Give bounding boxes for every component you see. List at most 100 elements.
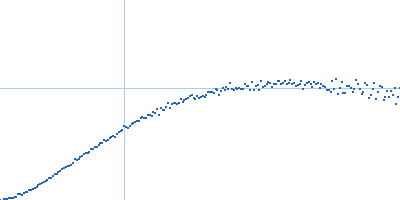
Point — [289, 82, 296, 85]
Point — [388, 90, 394, 93]
Point — [355, 83, 361, 86]
Point — [44, 179, 51, 182]
Point — [284, 82, 290, 86]
Point — [307, 82, 314, 86]
Point — [368, 93, 374, 96]
Point — [377, 84, 383, 88]
Point — [75, 157, 82, 161]
Point — [0, 198, 7, 200]
Point — [170, 101, 177, 105]
Point — [59, 168, 65, 171]
Point — [340, 91, 346, 94]
Point — [54, 172, 60, 175]
Point — [10, 196, 16, 199]
Point — [349, 90, 356, 94]
Point — [324, 89, 330, 92]
Point — [296, 82, 303, 86]
Point — [291, 82, 297, 85]
Point — [72, 157, 78, 160]
Point — [35, 183, 42, 186]
Point — [236, 86, 242, 90]
Point — [132, 120, 138, 123]
Point — [97, 141, 104, 145]
Point — [74, 158, 80, 161]
Point — [357, 88, 363, 91]
Point — [366, 97, 372, 100]
Point — [68, 163, 74, 167]
Point — [168, 102, 175, 106]
Point — [210, 92, 217, 95]
Point — [338, 80, 345, 84]
Point — [0, 198, 3, 200]
Point — [243, 85, 250, 88]
Point — [247, 88, 254, 92]
Point — [156, 114, 162, 117]
Point — [344, 85, 350, 88]
Point — [212, 88, 219, 91]
Point — [274, 80, 281, 83]
Point — [114, 132, 120, 136]
Point — [55, 171, 62, 174]
Point — [26, 188, 32, 191]
Point — [240, 88, 246, 91]
Point — [245, 84, 252, 87]
Point — [238, 87, 244, 90]
Point — [66, 164, 73, 167]
Point — [331, 87, 338, 90]
Point — [207, 90, 213, 93]
Point — [395, 96, 400, 99]
Point — [326, 89, 332, 92]
Point — [318, 83, 325, 86]
Point — [4, 197, 10, 200]
Point — [64, 164, 71, 167]
Point — [163, 105, 170, 109]
Point — [242, 83, 248, 86]
Point — [39, 182, 45, 185]
Point — [12, 195, 18, 199]
Point — [148, 114, 155, 117]
Point — [41, 181, 47, 184]
Point — [276, 79, 283, 82]
Point — [230, 88, 237, 92]
Point — [280, 82, 286, 85]
Point — [222, 89, 228, 92]
Point — [260, 85, 266, 88]
Point — [19, 194, 25, 197]
Point — [329, 80, 336, 83]
Point — [145, 113, 151, 117]
Point — [13, 195, 20, 198]
Point — [52, 173, 58, 176]
Point — [192, 97, 199, 101]
Point — [375, 90, 381, 93]
Point — [342, 91, 348, 94]
Point — [185, 96, 191, 99]
Point — [30, 188, 36, 191]
Point — [360, 90, 367, 93]
Point — [384, 90, 390, 93]
Point — [99, 141, 106, 145]
Point — [0, 199, 5, 200]
Point — [272, 83, 279, 86]
Point — [28, 188, 34, 191]
Point — [322, 86, 328, 89]
Point — [218, 89, 224, 93]
Point — [282, 80, 288, 83]
Point — [285, 82, 292, 85]
Point — [33, 185, 40, 189]
Point — [32, 186, 38, 189]
Point — [159, 108, 166, 112]
Point — [150, 111, 157, 114]
Point — [77, 155, 84, 158]
Point — [267, 81, 274, 85]
Point — [234, 88, 241, 91]
Point — [62, 165, 69, 169]
Point — [229, 87, 235, 90]
Point — [2, 197, 9, 200]
Point — [223, 86, 230, 89]
Point — [306, 80, 312, 84]
Point — [370, 87, 376, 90]
Point — [320, 85, 326, 88]
Point — [116, 130, 122, 134]
Point — [139, 116, 146, 119]
Point — [227, 82, 233, 85]
